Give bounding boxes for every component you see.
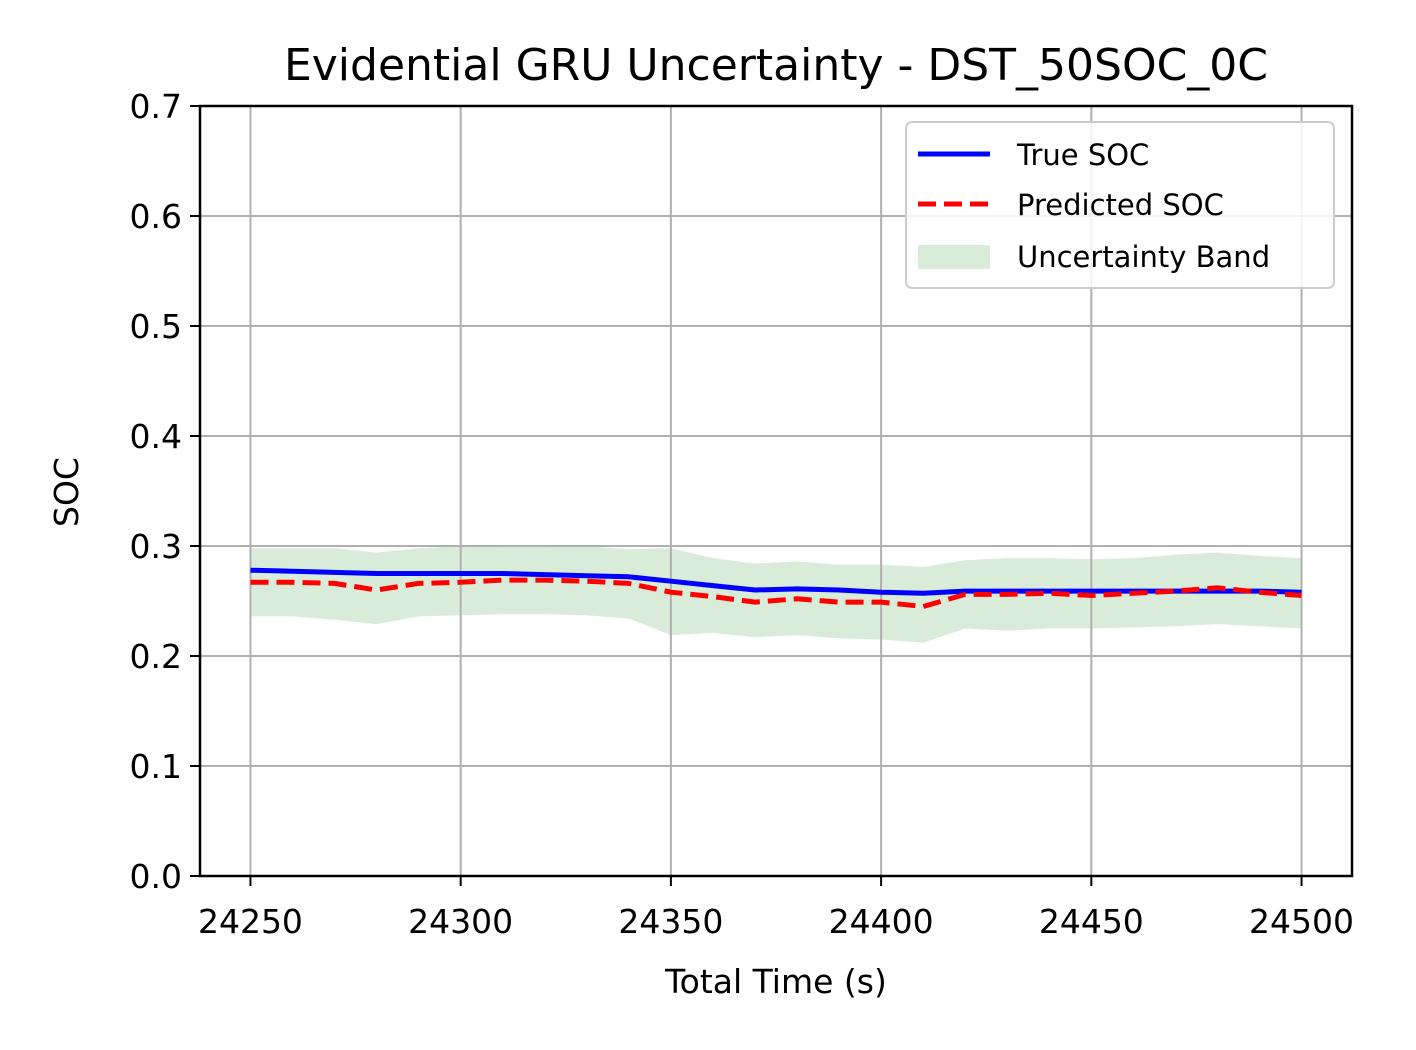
axes-frame [198,104,1354,878]
y-tick-label: 0.4 [130,417,182,456]
y-tick-label: 0.6 [130,197,182,236]
y-tick-label: 0.1 [130,747,182,786]
x-tick-label: 24350 [618,902,723,941]
plot-area: 24250 24300 24350 24400 24450 24500 0.0 0.1 0.2 0… [130,87,1355,941]
uncertainty-band [250,544,1302,643]
y-tick-label: 0.2 [130,637,182,676]
x-tick-label: 24500 [1249,902,1354,941]
chart-title: Evidential GRU Uncertainty - DST_50SOC_0… [284,40,1268,91]
true-soc-line [250,567,1302,596]
y-tick-label: 0.7 [130,87,182,126]
x-tick-label: 24400 [829,902,934,941]
legend-label-predicted-soc: Predicted SOC [1017,188,1224,222]
x-tick-label: 24300 [408,902,513,941]
y-tick-label: 0.3 [130,527,182,566]
y-tick-label: 0.0 [130,857,182,896]
legend-swatch-uncertainty-band [918,245,990,269]
x-axis-label: Total Time (s) [664,962,887,1001]
legend: True SOC Predicted SOC Uncertainty Band [905,121,1335,289]
legend-frame [905,121,1335,289]
predicted-soc-line [250,577,1302,609]
x-tick-label: 24250 [198,902,303,941]
y-axis-label: SOC [47,457,86,527]
x-tick-label: 24450 [1039,902,1144,941]
legend-label-uncertainty-band: Uncertainty Band [1017,240,1270,274]
y-tick-label: 0.5 [130,307,182,346]
legend-label-true-soc: True SOC [1016,138,1149,172]
